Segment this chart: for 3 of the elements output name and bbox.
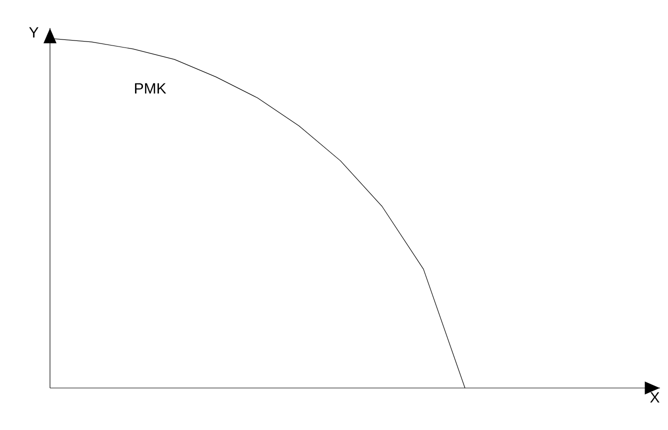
text: X — [650, 392, 660, 403]
y-axis-title: Y — [29, 27, 38, 38]
series-label: PMK — [135, 83, 166, 94]
